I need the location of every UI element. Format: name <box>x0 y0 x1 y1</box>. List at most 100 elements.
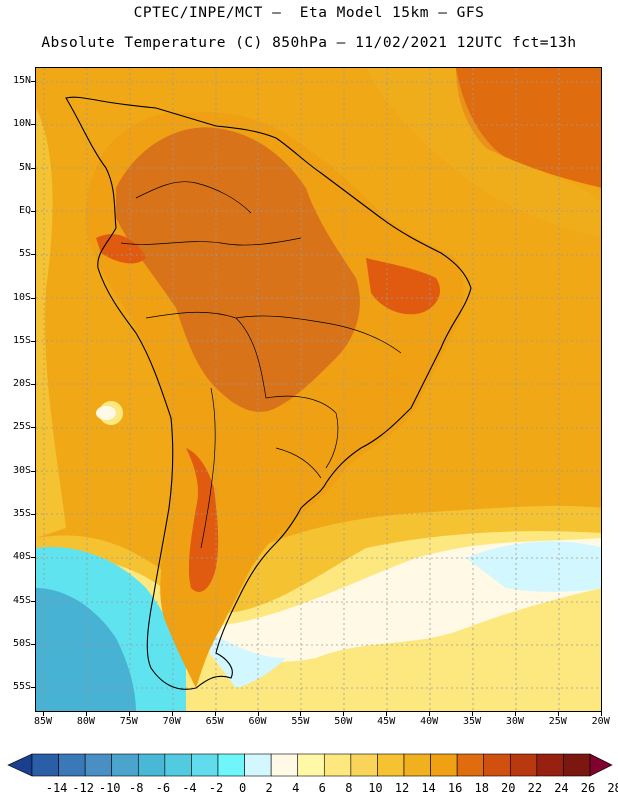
colorbar-swatch <box>111 753 139 777</box>
lat-label: 15N <box>12 75 31 86</box>
colorbar-label: 10 <box>368 781 383 795</box>
chart-title-line1: CPTEC/INPE/MCT – Eta Model 15km – GFS <box>133 5 485 21</box>
south-america-coastline <box>65 96 472 690</box>
colorbar-swatch <box>323 753 352 777</box>
lat-tick <box>31 687 35 689</box>
lat-label: 45S <box>12 594 31 606</box>
lat-tick <box>31 427 35 429</box>
colorbar-label: 6 <box>318 781 326 795</box>
colorbar-min-arrow <box>7 753 33 777</box>
lon-label: 30W <box>505 716 524 727</box>
colorbar-label: 22 <box>527 781 543 795</box>
lon-label: 60W <box>248 716 267 727</box>
lon-label: 45W <box>377 716 396 727</box>
lat-tick <box>31 340 35 342</box>
lat-tick <box>31 514 35 515</box>
peru-hot-patch <box>96 234 146 264</box>
lat-tick <box>31 643 35 645</box>
atlantic-cold-patch <box>466 541 601 592</box>
lon-tick <box>343 712 345 716</box>
lon-tick <box>171 712 173 716</box>
lon-label: 75W <box>119 716 138 727</box>
colorbar-label: -4 <box>182 781 197 795</box>
northeast-hot-patch <box>366 258 441 315</box>
hot-patch-atlantic <box>456 68 601 188</box>
colorbar-swatch <box>377 753 405 777</box>
colorbar-swatch <box>350 753 378 777</box>
lon-tick <box>429 712 431 716</box>
colorbar-swatch <box>137 753 166 777</box>
colorbar-max-arrow <box>589 753 613 777</box>
colorbar-label: 20 <box>501 781 516 795</box>
lon-label: 40W <box>420 716 439 727</box>
lon-tick <box>472 712 473 716</box>
colorbar-label: 2 <box>265 781 273 795</box>
lon-tick <box>128 712 130 716</box>
colorbar-swatch <box>84 753 113 777</box>
lon-tick <box>214 712 216 716</box>
colorbar-label: 0 <box>238 781 247 795</box>
colorbar-swatch <box>403 753 431 777</box>
pacific-mild-band <box>36 108 66 538</box>
colorbar-swatch <box>244 753 272 777</box>
lat-tick <box>31 600 35 602</box>
lat-label: 5S <box>18 248 31 260</box>
lon-tick <box>257 712 259 716</box>
colorbar-label: -10 <box>98 781 121 795</box>
lon-tick <box>600 712 602 716</box>
lon-label: 85W <box>33 716 53 727</box>
colorbar-swatch <box>430 753 458 777</box>
colorbar-label: 8 <box>345 781 353 795</box>
chart-title-line2: Absolute Temperature (C) 850hPa – 11/02/… <box>41 35 577 51</box>
colorbar-swatch <box>563 753 591 777</box>
colorbar-label: 14 <box>421 781 436 795</box>
lon-tick <box>514 712 516 716</box>
colorbar-label: 4 <box>292 781 300 795</box>
lon-tick <box>386 712 388 716</box>
lon-tick <box>300 712 302 716</box>
colorbar-label: -8 <box>129 781 144 795</box>
colorbar-swatch <box>297 753 325 777</box>
colorbar-label: -12 <box>72 781 94 795</box>
lat-label: EQ <box>18 204 31 216</box>
lat-label: 25S <box>12 421 31 433</box>
lon-tick <box>43 712 44 716</box>
cool-spot-pacific <box>96 406 116 420</box>
colorbar-swatch <box>509 753 538 777</box>
colorbar-label: 12 <box>394 781 410 795</box>
pacific-colder-field <box>36 588 136 711</box>
temperature-map <box>35 67 602 712</box>
colorbar-swatch <box>191 753 219 777</box>
lat-label: 35S <box>12 508 31 519</box>
lat-label: 10S <box>12 291 31 303</box>
lon-label: 70W <box>162 716 181 727</box>
lon-label: 50W <box>334 716 353 727</box>
lat-label: 30S <box>12 464 31 476</box>
colorbar-label: -6 <box>155 781 171 795</box>
lon-label: 25W <box>548 716 567 727</box>
colorbar-swatch <box>536 753 564 777</box>
colorbar-swatch <box>456 753 485 777</box>
temperature-colorbar <box>7 753 613 777</box>
lat-label: 50S <box>12 637 31 649</box>
colorbar-swatch <box>217 753 245 777</box>
colorbar-swatch <box>31 753 59 777</box>
colorbar-label: 24 <box>554 781 569 795</box>
lat-label: 40S <box>12 551 31 563</box>
lat-label: 20S <box>12 378 31 390</box>
colorbar-swatch <box>270 753 299 777</box>
colorbar-label: -14 <box>45 781 68 795</box>
country-borders <box>120 181 402 549</box>
andes-hot-strip <box>186 448 219 592</box>
lat-tick <box>31 470 35 472</box>
colorbar-label: -2 <box>208 781 224 795</box>
lon-label: 35W <box>462 716 482 727</box>
colorbar-swatch <box>483 753 511 777</box>
lat-tick <box>31 297 35 299</box>
colorbar-swatch <box>164 753 192 777</box>
lat-tick <box>31 254 35 256</box>
lon-label: 65W <box>205 716 224 727</box>
lat-label: 55S <box>12 681 31 693</box>
colorbar-label: 26 <box>580 781 596 795</box>
lat-label: 10N <box>12 118 31 130</box>
